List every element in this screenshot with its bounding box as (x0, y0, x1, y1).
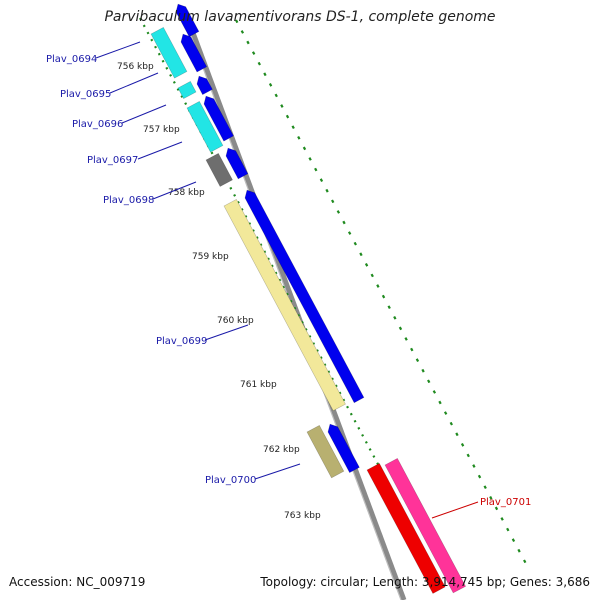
gene-leader-line (137, 141, 183, 160)
ruler-label: 763 kbp (284, 511, 321, 521)
ruler-label: 760 kbp (217, 316, 254, 326)
gene-label: Plav_0697 (87, 155, 138, 166)
gene-label: Plav_0694 (46, 54, 97, 65)
accession-text: Accession: NC_009719 (9, 575, 146, 589)
ruler-label: 761 kbp (240, 380, 277, 390)
gene-label: Plav_0696 (72, 119, 123, 130)
cds-forward-6 (244, 189, 365, 404)
gene-label: Plav_0701 (480, 497, 531, 508)
cds-forward-1 (175, 3, 200, 38)
gene-band-red (366, 462, 446, 594)
genome-backbone (183, 13, 407, 601)
ruler-label: 756 kbp (117, 62, 154, 72)
cds-forward-2 (180, 33, 208, 73)
ruler-label: 759 kbp (192, 252, 229, 262)
gene-leader-line (121, 104, 167, 124)
gene-leader-line (254, 463, 301, 480)
ruler-label: 758 kbp (168, 188, 205, 198)
gene-band-1 (150, 26, 188, 79)
gene-band-pink (384, 457, 467, 594)
gene-label: Plav_0700 (205, 475, 256, 486)
ruler-label: 762 kbp (263, 445, 300, 455)
gene-label: Plav_0695 (60, 89, 111, 100)
ruler-label: 757 kbp (143, 125, 180, 135)
gene-leader-line (95, 41, 141, 59)
cds-forward-4 (203, 95, 234, 142)
gene-band-5 (223, 198, 346, 412)
gene-label: Plav_0698 (103, 195, 154, 206)
gene-band-4 (205, 152, 233, 187)
gene-label: Plav_0699 (156, 336, 207, 347)
cds-forward-3 (196, 75, 213, 96)
gene-leader-line (204, 324, 249, 341)
gene-band-3 (186, 100, 224, 153)
genome-title: Parvibaculum lavamentivorans DS-1, compl… (104, 9, 496, 25)
right-tick-track (235, 19, 529, 568)
cds-forward-7 (327, 423, 360, 474)
gene-leader-line (109, 72, 159, 94)
cds-forward-5 (225, 147, 249, 180)
left-tick-track (139, 17, 421, 544)
gene-leader-line (431, 501, 479, 519)
gene-band-6 (306, 424, 345, 479)
gene-band-2 (177, 80, 197, 100)
gene-leader-line (152, 181, 197, 200)
topology-text: Topology: circular; Length: 3,914,745 bp… (260, 575, 590, 589)
